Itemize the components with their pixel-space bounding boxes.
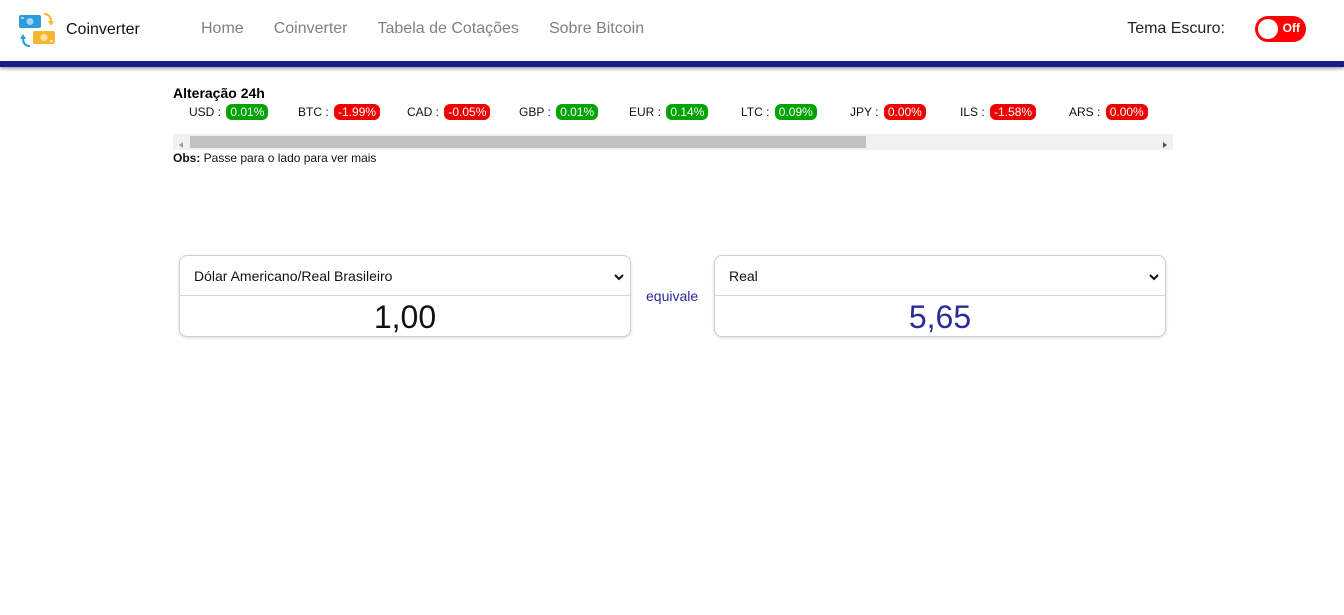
ticker-item-ils: ILS : -1.58% [960,104,1037,120]
nav-link-sobre-bitcoin[interactable]: Sobre Bitcoin [548,20,645,37]
ticker-item-btc: BTC : -1.99% [298,104,381,120]
nav-link-coinverter[interactable]: Coinverter [273,20,348,37]
ticker-code: GBP : [519,105,551,119]
ticker-code: LTC : [741,105,770,119]
to-currency-card: Real 5,65 [714,255,1166,337]
change-badge: 0.14% [666,104,709,120]
change-badge: -1.99% [334,104,381,120]
chevron-down-icon [1147,270,1161,282]
ticker-item-cad: CAD : -0.05% [407,104,491,120]
scroll-note: Obs: Passe para o lado para ver mais [173,151,376,165]
from-currency-card: Dólar Americano/Real Brasileiro 1,00 [179,255,631,337]
ticker-code: JPY : [850,105,879,119]
nav-link-tabela-de-cotacoes[interactable]: Tabela de Cotações [377,20,519,37]
horizontal-scrollbar[interactable] [173,134,1173,150]
change-badge: -0.05% [444,104,491,120]
brand[interactable]: Coinverter [18,10,140,50]
ticker-item-ltc: LTC : 0.09% [741,104,817,120]
change-badge: 0.09% [774,104,817,120]
ticker-item-usd: USD : 0.01% [189,104,269,120]
ticker-code: USD : [189,105,222,119]
note-text: Passe para o lado para ver mais [200,151,377,165]
nav-link-home[interactable]: Home [201,20,244,37]
change-badge: 0.01% [226,104,269,120]
nav-links: Home Coinverter Tabela de Cotações Sobre… [186,18,659,40]
from-currency-select[interactable]: Dólar Americano/Real Brasileiro [180,256,630,296]
ticker-code: ILS : [960,105,985,119]
scrollbar-thumb[interactable] [190,136,866,148]
note-label: Obs: [173,151,201,165]
scroll-left-arrow-icon[interactable] [176,137,186,148]
theme-label: Tema Escuro: [1127,20,1225,37]
theme-switcher: Tema Escuro: Off [1127,15,1306,43]
ticker-code: EUR : [629,105,662,119]
change-badge: 0.00% [1105,104,1148,120]
chevron-down-icon [612,270,626,282]
scroll-right-arrow-icon[interactable] [1160,137,1170,148]
ticker-item-jpy: JPY : 0.00% [850,104,926,120]
changes-title: Alteração 24h [173,85,265,101]
ticker-code: ARS : [1069,105,1101,119]
ticker-item-ars: ARS : 0.00% [1069,104,1148,120]
to-currency-select[interactable]: Real [715,256,1165,296]
from-currency-selected: Dólar Americano/Real Brasileiro [194,268,393,284]
brand-name: Coinverter [66,21,140,38]
converted-amount: 5,65 [908,299,972,335]
ticker-code: CAD : [407,105,440,119]
changes-24h-panel: Alteração 24h USD : 0.01% BTC : -1.99% C… [173,84,1173,165]
navbar-accent-line [0,61,1344,67]
navbar: Coinverter Home Coinverter Tabela de Cot… [0,0,1344,61]
to-currency-selected: Real [729,268,758,284]
dark-theme-toggle[interactable]: Off [1255,16,1306,42]
toggle-knob [1258,19,1278,39]
ticker-item-gbp: GBP : 0.01% [519,104,599,120]
ticker-row[interactable]: USD : 0.01% BTC : -1.99% CAD : -0.05% GB… [173,103,1173,123]
ticker-code: BTC : [298,105,329,119]
from-amount-input[interactable]: 1,00 [373,299,437,335]
change-badge: -1.58% [990,104,1037,120]
ticker-item-eur: EUR : 0.14% [629,104,709,120]
change-badge: 0.01% [556,104,599,120]
coinverter-logo-icon [18,11,56,49]
equivale-label: equivale [646,288,699,304]
toggle-state-text: Off [1282,21,1300,35]
change-badge: 0.00% [883,104,926,120]
